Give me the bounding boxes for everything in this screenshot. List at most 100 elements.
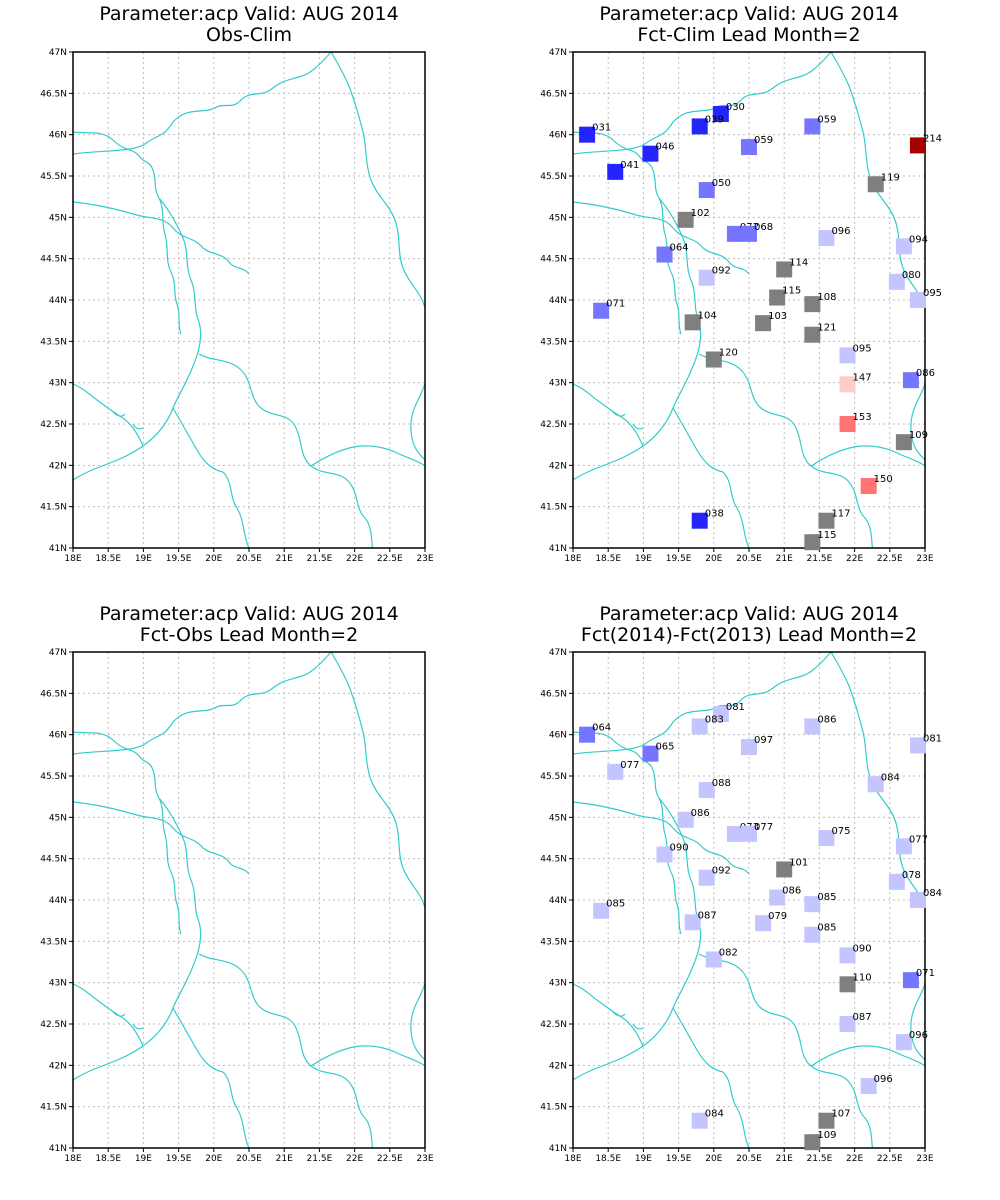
x-tick-label: 20E xyxy=(205,1154,222,1164)
y-tick-label: 41N xyxy=(549,544,567,554)
station-value-label: 104 xyxy=(698,310,717,321)
station-value-label: 078 xyxy=(902,870,921,881)
y-tick-label: 41.5N xyxy=(540,503,567,513)
station-value-label: 090 xyxy=(853,943,872,954)
station-value-label: 096 xyxy=(874,1074,893,1085)
station-value-label: 103 xyxy=(768,311,787,322)
station-marker xyxy=(698,869,715,886)
x-tick-label: 18E xyxy=(64,554,81,564)
station-marker xyxy=(804,296,821,313)
station-value-label: 153 xyxy=(853,412,872,423)
x-tick-label: 20.5E xyxy=(736,1154,762,1164)
station-marker xyxy=(804,326,821,343)
y-tick-label: 41N xyxy=(549,1144,567,1154)
y-tick-label: 42.5N xyxy=(40,420,67,430)
x-tick-label: 23E xyxy=(416,1154,433,1164)
station-value-label: 075 xyxy=(831,826,850,837)
station-marker xyxy=(909,137,926,154)
x-tick-label: 23E xyxy=(916,1154,933,1164)
grid-lines xyxy=(73,52,425,548)
station-value-label: 085 xyxy=(606,899,625,910)
station-marker xyxy=(579,126,596,143)
y-tick-label: 45.5N xyxy=(40,772,67,782)
panel-subtitle: Fct-Clim Lead Month=2 xyxy=(637,24,860,46)
station-value-label: 087 xyxy=(853,1012,872,1023)
station-value-label: 085 xyxy=(817,892,836,903)
station-value-label: 082 xyxy=(719,948,738,959)
panel-title: Parameter:acp Valid: AUG 2014 xyxy=(599,603,898,625)
x-tick-label: 22E xyxy=(846,1154,863,1164)
x-tick-label: 19E xyxy=(635,554,652,564)
grid-lines xyxy=(573,652,925,1148)
y-tick-label: 46N xyxy=(49,131,67,141)
station-value-label: 107 xyxy=(831,1109,850,1120)
x-tick-label: 21E xyxy=(776,1154,793,1164)
station-value-label: 039 xyxy=(705,114,724,125)
y-tick-label: 45.5N xyxy=(540,172,567,182)
station-marker xyxy=(607,163,624,180)
y-tick-label: 43.5N xyxy=(40,337,67,347)
station-value-label: 096 xyxy=(831,226,850,237)
station-value-label: 086 xyxy=(691,808,710,819)
station-marker xyxy=(888,873,905,890)
station-value-label: 094 xyxy=(909,234,928,245)
y-tick-label: 45.5N xyxy=(40,172,67,182)
station-marker xyxy=(684,314,701,331)
station-marker xyxy=(909,892,926,908)
y-tick-label: 41.5N xyxy=(40,1103,67,1113)
station-value-label: 083 xyxy=(705,714,724,725)
station-marker xyxy=(902,972,919,989)
station-marker xyxy=(818,230,835,246)
station-value-label: 085 xyxy=(817,923,836,934)
station-value-label: 031 xyxy=(592,123,611,134)
x-tick-label: 22E xyxy=(846,554,863,564)
station-value-label: 101 xyxy=(789,857,808,868)
station-value-label: 065 xyxy=(655,742,674,753)
y-tick-label: 47N xyxy=(549,48,567,58)
station-marker xyxy=(804,534,821,551)
station-value-label: 095 xyxy=(923,288,942,299)
y-tick-label: 44N xyxy=(549,896,567,906)
x-tick-label: 21E xyxy=(276,554,293,564)
station-value-label: 088 xyxy=(712,778,731,789)
station-marker xyxy=(769,889,786,906)
station-marker xyxy=(839,1016,856,1032)
y-tick-label: 42N xyxy=(49,1061,67,1071)
station-value-label: 081 xyxy=(726,702,745,713)
station-marker xyxy=(656,846,673,863)
map-frame xyxy=(72,51,426,549)
x-tick-label: 19E xyxy=(135,1154,152,1164)
station-value-label: 096 xyxy=(909,1030,928,1041)
y-tick-label: 45N xyxy=(49,213,67,223)
y-tick-label: 45.5N xyxy=(540,772,567,782)
station-marker xyxy=(642,745,659,762)
station-marker xyxy=(909,737,926,754)
station-value-label: 071 xyxy=(916,968,935,979)
station-marker xyxy=(712,106,729,122)
station-value-label: 108 xyxy=(817,292,836,303)
y-tick-label: 41.5N xyxy=(540,1103,567,1113)
y-tick-label: 46N xyxy=(49,731,67,741)
panel-subtitle: Obs-Clim xyxy=(206,24,292,46)
station-marker xyxy=(769,289,786,306)
station-marker xyxy=(804,926,821,943)
station-marker xyxy=(656,246,673,263)
y-tick-label: 42N xyxy=(549,1061,567,1071)
x-tick-label: 19.5E xyxy=(166,554,192,564)
station-value-label: 081 xyxy=(923,733,942,744)
station-marker xyxy=(741,825,757,842)
station-value-label: 059 xyxy=(754,135,773,146)
map-panels: Parameter:acp Valid: AUG 2014 Obs-Clim 18E… xyxy=(40,3,942,1164)
station-marker xyxy=(741,739,757,756)
station-value-label: 050 xyxy=(712,178,731,189)
x-tick-label: 22.5E xyxy=(877,554,903,564)
y-tick-label: 47N xyxy=(549,648,567,658)
station-value-label: 046 xyxy=(655,142,674,153)
station-value-label: 077 xyxy=(754,822,773,833)
y-tick-label: 44N xyxy=(549,296,567,306)
map-panel-4: Parameter:acp Valid: AUG 2014Fct(2014)-F… xyxy=(540,603,942,1164)
station-value-label: 092 xyxy=(712,866,731,877)
